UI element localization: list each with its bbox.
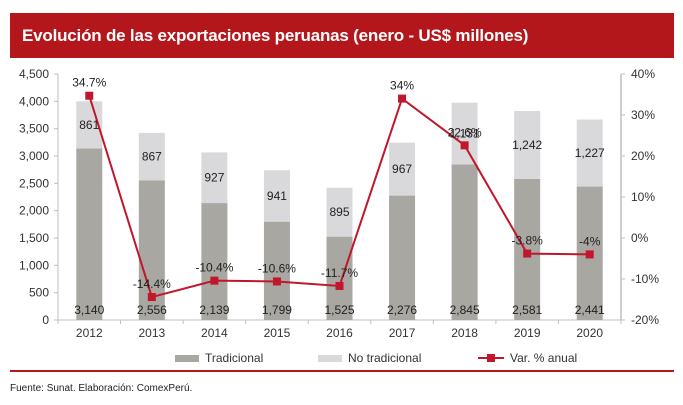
left-axis-tick-label: 2,500	[19, 176, 49, 190]
header-band	[10, 13, 674, 58]
data-label-var: 34.7%	[72, 76, 106, 90]
footer-divider	[10, 370, 674, 372]
left-axis-tick-label: 4,000	[19, 94, 49, 108]
left-axis-tick-label: 1,000	[19, 258, 49, 272]
legend-item-var: Var. % anual	[478, 351, 577, 365]
bar-tradicional	[389, 195, 416, 320]
data-label-var: -10.4%	[195, 261, 233, 275]
bar-tradicional	[263, 221, 290, 320]
data-label-no-tradicional: 1,131	[450, 127, 480, 141]
data-label-var: -11.7%	[321, 266, 358, 280]
x-axis-tick-label: 2017	[389, 326, 416, 340]
left-axis-tick-label: 500	[29, 286, 49, 300]
x-axis-tick-label: 2014	[201, 326, 228, 340]
data-label-var: -3.8%	[511, 234, 543, 248]
bar-no-tradicional	[389, 142, 416, 196]
right-axis-tick-label: 10%	[631, 190, 655, 204]
var-marker	[523, 249, 532, 258]
x-axis-tick-label: 2019	[514, 326, 541, 340]
left-axis-tick-label: 1,500	[19, 231, 49, 245]
data-label-tradicional: 2,556	[137, 303, 167, 317]
x-axis-tick-label: 2016	[326, 326, 353, 340]
legend-line-marker-icon	[478, 354, 504, 362]
data-label-var: 34%	[390, 79, 414, 93]
legend-label-tradicional: Tradicional	[205, 351, 264, 365]
x-axis-tick-label: 2020	[576, 326, 603, 340]
bar-no-tradicional	[514, 111, 541, 179]
bar-no-tradicional	[451, 102, 478, 165]
data-label-var: -14.4%	[133, 277, 171, 291]
var-marker	[210, 276, 219, 285]
data-label-tradicional: 2,139	[199, 303, 229, 317]
data-label-var: -4%	[579, 234, 601, 248]
left-axis-tick-label: 0	[42, 313, 49, 327]
data-label-no-tradicional: 927	[204, 171, 224, 185]
right-axis-tick-label: -20%	[631, 313, 659, 327]
legend-item-tradicional: Tradicional	[175, 351, 263, 365]
left-axis-tick-label: 3,500	[19, 122, 49, 136]
data-label-no-tradicional: 1,227	[575, 146, 605, 160]
var-marker	[585, 250, 594, 259]
legend-item-no-tradicional: No tradicional	[318, 351, 421, 365]
source-note: Fuente: Sunat. Elaboración: ComexPerú.	[10, 383, 193, 394]
right-axis-tick-label: 20%	[631, 149, 655, 163]
x-axis-tick-label: 2018	[451, 326, 478, 340]
data-label-tradicional: 1,799	[262, 303, 292, 317]
right-axis-tick-label: 40%	[631, 67, 655, 81]
data-label-no-tradicional: 895	[329, 205, 349, 219]
data-label-no-tradicional: 861	[79, 118, 99, 132]
bar-tradicional	[451, 164, 478, 320]
bar-tradicional	[514, 178, 541, 320]
var-marker	[147, 293, 156, 302]
bar-tradicional	[326, 236, 353, 320]
data-label-tradicional: 2,845	[450, 303, 480, 317]
left-axis-tick-label: 4,500	[19, 67, 49, 81]
data-label-var: -10.6%	[258, 261, 296, 275]
data-label-no-tradicional: 1,242	[512, 138, 542, 152]
bar-tradicional	[201, 203, 228, 320]
right-axis-tick-label: 30%	[631, 108, 655, 122]
data-label-var: 22.6%	[448, 125, 482, 139]
var-marker	[272, 277, 281, 286]
bar-no-tradicional	[263, 170, 290, 222]
legend-swatch-no-tradicional	[318, 354, 342, 362]
data-label-no-tradicional: 867	[142, 150, 162, 164]
legend-label-no-tradicional: No tradicional	[348, 351, 422, 365]
data-label-no-tradicional: 941	[267, 189, 287, 203]
bar-no-tradicional	[576, 119, 603, 187]
var-marker	[460, 141, 469, 150]
data-label-tradicional: 1,525	[324, 303, 354, 317]
data-label-tradicional: 2,581	[512, 303, 542, 317]
x-axis-tick-label: 2012	[76, 326, 103, 340]
legend-label-var: Var. % anual	[510, 351, 578, 365]
data-label-no-tradicional: 967	[392, 162, 412, 176]
x-axis-tick-label: 2013	[138, 326, 165, 340]
chart-title: Evolución de las exportaciones peruanas …	[22, 26, 529, 45]
left-axis-tick-label: 2,000	[19, 204, 49, 218]
bar-tradicional	[76, 148, 103, 320]
x-axis-tick-label: 2015	[264, 326, 291, 340]
data-label-tradicional: 2,276	[387, 303, 417, 317]
right-axis-tick-label: -10%	[631, 272, 659, 286]
left-axis-tick-label: 3,000	[19, 149, 49, 163]
var-marker	[335, 281, 344, 290]
data-label-tradicional: 3,140	[74, 303, 104, 317]
right-axis-tick-label: 0%	[631, 231, 649, 245]
data-label-tradicional: 2,441	[575, 303, 605, 317]
var-marker	[398, 94, 407, 103]
bar-no-tradicional	[138, 132, 165, 181]
legend-swatch-tradicional	[175, 354, 199, 362]
bar-no-tradicional	[201, 152, 228, 204]
var-marker	[85, 91, 94, 100]
bar-no-tradicional	[326, 187, 353, 237]
